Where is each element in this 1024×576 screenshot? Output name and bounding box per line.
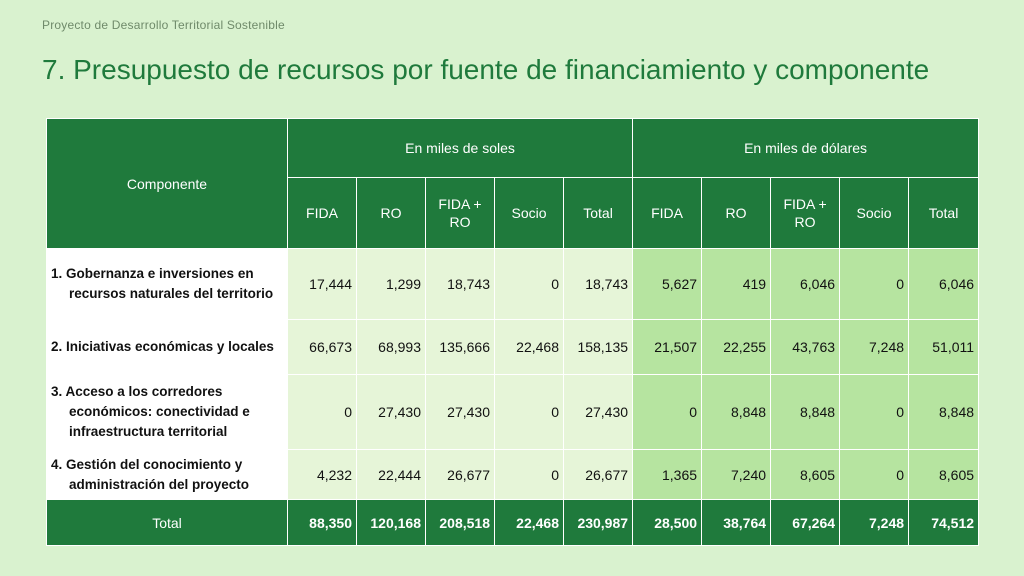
col-header: Socio: [839, 177, 910, 249]
table-cell: 419: [701, 248, 772, 320]
total-cell: 88,350: [287, 499, 357, 546]
col-header: FIDA + RO: [770, 177, 841, 249]
row-label: 2. Iniciativas económicas y locales: [46, 319, 288, 375]
table-cell: 8,605: [770, 449, 841, 500]
col-header: RO: [701, 177, 772, 249]
table-cell: 22,468: [494, 319, 564, 375]
project-name: Proyecto de Desarrollo Territorial Soste…: [42, 18, 285, 32]
table-cell: 27,430: [356, 374, 426, 450]
table-cell: 7,248: [839, 319, 910, 375]
table-cell: 0: [632, 374, 703, 450]
table-cell: 8,848: [770, 374, 841, 450]
table-cell: 5,627: [632, 248, 703, 320]
table-cell: 51,011: [908, 319, 980, 375]
component-header: Componente: [46, 118, 288, 249]
table-cell: 0: [839, 374, 910, 450]
total-cell: 67,264: [770, 499, 841, 546]
row-label: 4. Gestión del conocimiento y administra…: [46, 449, 288, 500]
table-cell: 158,135: [562, 319, 634, 375]
row-label: 1. Gobernanza e inversiones en recursos …: [46, 248, 288, 320]
budget-table: Componente En miles de soles En miles de…: [46, 118, 980, 546]
row-label-text: 1. Gobernanza e inversiones en recursos …: [51, 266, 274, 301]
table-cell: 18,743: [562, 248, 634, 320]
table-cell: 21,507: [632, 319, 703, 375]
col-header: FIDA: [632, 177, 703, 249]
total-cell: 230,987: [562, 499, 634, 546]
row-label-text: 3. Acceso a los corredores económicos: c…: [51, 384, 250, 439]
table-cell: 0: [839, 248, 910, 320]
col-header: Total: [562, 177, 634, 249]
table-cell: 0: [494, 248, 564, 320]
table-cell: 8,605: [908, 449, 980, 500]
table-cell: 26,677: [562, 449, 634, 500]
table-row: 3. Acceso a los corredores económicos: c…: [46, 374, 980, 450]
col-header: RO: [356, 177, 426, 249]
table-cell: 22,444: [356, 449, 426, 500]
table-cell: 0: [494, 449, 564, 500]
table-row: 2. Iniciativas económicas y locales 66,6…: [46, 319, 980, 375]
table-cell: 17,444: [287, 248, 357, 320]
col-header: FIDA + RO: [425, 177, 495, 249]
table-cell: 43,763: [770, 319, 841, 375]
table-row: 4. Gestión del conocimiento y administra…: [46, 449, 980, 500]
total-cell: 208,518: [425, 499, 495, 546]
table-cell: 7,240: [701, 449, 772, 500]
col-header: Total: [908, 177, 980, 249]
col-header: Socio: [494, 177, 564, 249]
table-cell: 0: [839, 449, 910, 500]
total-cell: 38,764: [701, 499, 772, 546]
table-cell: 18,743: [425, 248, 495, 320]
row-label: 3. Acceso a los corredores económicos: c…: [46, 374, 288, 450]
total-cell: 22,468: [494, 499, 564, 546]
table-cell: 8,848: [908, 374, 980, 450]
table-cell: 4,232: [287, 449, 357, 500]
row-label-text: 2. Iniciativas económicas y locales: [51, 339, 274, 354]
group-header-soles: En miles de soles: [286, 118, 634, 178]
col-header: FIDA: [287, 177, 357, 249]
table-cell: 27,430: [425, 374, 495, 450]
total-row: Total 88,350 120,168 208,518 22,468 230,…: [46, 499, 980, 546]
table-cell: 1,365: [632, 449, 703, 500]
table-cell: 135,666: [425, 319, 495, 375]
slide-title: 7. Presupuesto de recursos por fuente de…: [42, 54, 930, 85]
table-cell: 1,299: [356, 248, 426, 320]
table-cell: 0: [287, 374, 357, 450]
total-cell: 120,168: [356, 499, 426, 546]
total-label: Total: [46, 499, 288, 546]
total-cell: 28,500: [632, 499, 703, 546]
table-cell: 6,046: [908, 248, 980, 320]
table-row: 1. Gobernanza e inversiones en recursos …: [46, 248, 980, 320]
group-header-dolares: En miles de dólares: [632, 118, 980, 178]
table-cell: 22,255: [701, 319, 772, 375]
table-cell: 27,430: [562, 374, 634, 450]
table-cell: 66,673: [287, 319, 357, 375]
table-cell: 8,848: [701, 374, 772, 450]
table-cell: 6,046: [770, 248, 841, 320]
row-label-text: 4. Gestión del conocimiento y administra…: [51, 456, 250, 492]
table-cell: 0: [494, 374, 564, 450]
table-cell: 68,993: [356, 319, 426, 375]
total-cell: 7,248: [839, 499, 910, 546]
total-cell: 74,512: [908, 499, 980, 546]
table-cell: 26,677: [425, 449, 495, 500]
